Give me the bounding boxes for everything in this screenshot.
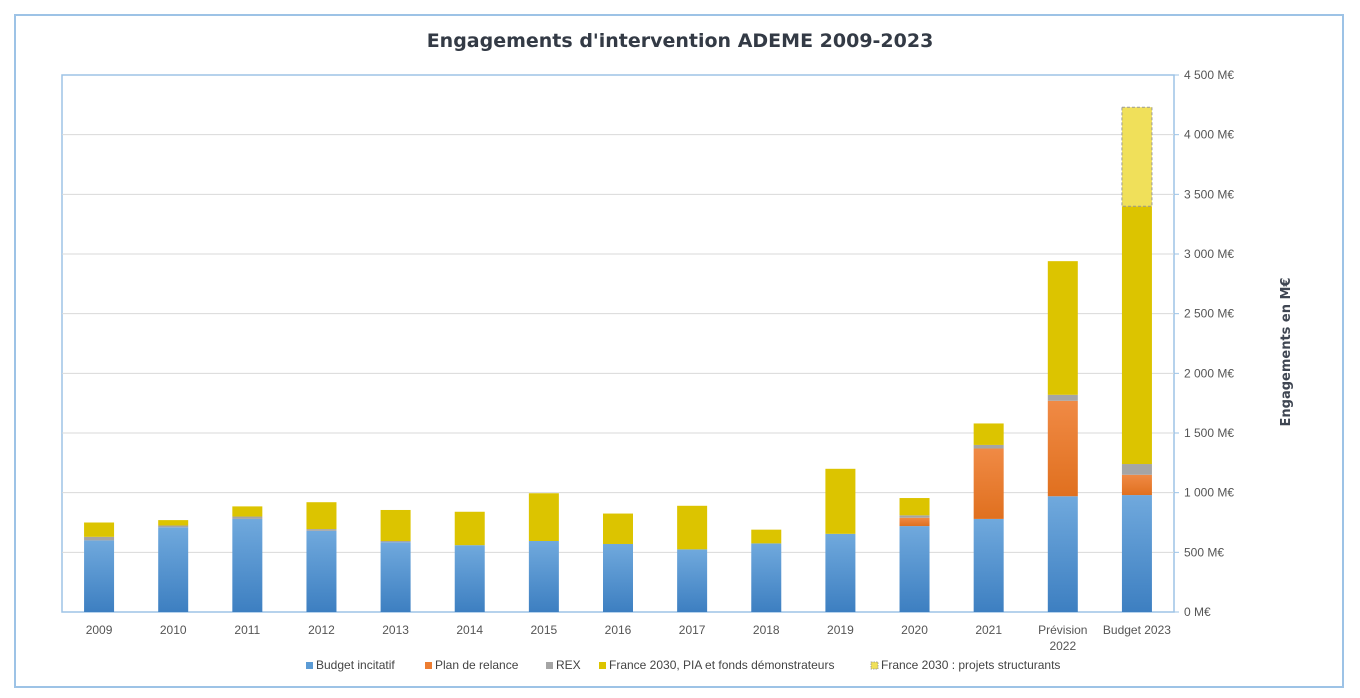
legend-label: France 2030, PIA et fonds démonstrateurs [609,658,834,672]
bar-segment [603,513,633,544]
bar-segment [84,540,115,612]
bar-segment [232,518,263,612]
y-tick-label: 2 000 M€ [1184,366,1234,380]
y-tick-label: 1 500 M€ [1184,426,1234,440]
bar-segment [899,515,930,518]
bar-segment [677,549,708,612]
x-tick-label: 2009 [86,623,113,637]
y-axis-ticks: 0 M€ 500 M€ 1 000 M€ 1 500 M€ 2 000 M€ 2 500 … [1174,68,1234,619]
legend-label: Plan de relance [435,658,519,672]
bar-segment [751,543,782,612]
bar-segment [158,520,189,526]
legend-swatch [870,661,879,670]
plot-area: 0 M€ 500 M€ 1 000 M€ 1 500 M€ 2 000 M€ 2 500 … [61,68,1234,653]
bar-segment [1047,394,1078,401]
legend-label: France 2030 : projets structurants [881,658,1060,672]
bar-segment [158,527,189,612]
x-tick-label: Budget 2023 [1103,623,1171,637]
chart-title: Engagements d'intervention ADEME 2009-20… [426,30,934,52]
x-axis-ticks: 2009 2010 2011 2012 2013 2014 2015 2016 2017 2018… [86,623,1172,653]
x-tick-label: 2010 [160,623,187,637]
y-tick-label: 2 500 M€ [1184,307,1234,321]
bar-segment [825,533,856,612]
x-tick-label: 2019 [827,623,854,637]
bar-segment [899,526,930,612]
y-tick-label: 1 000 M€ [1184,486,1234,500]
x-tick-label: 2012 [308,623,335,637]
bar-segment [380,509,411,541]
x-tick-label: 2020 [901,623,928,637]
bar-segment [454,511,485,546]
bar-segment [1047,400,1078,497]
legend-swatch [599,662,606,669]
bar-segment [973,423,1004,445]
bar-segment [84,536,115,541]
bars [84,106,1153,612]
x-tick-label: 2016 [605,623,632,637]
legend-swatch [425,662,432,669]
x-tick-label: 2014 [456,623,483,637]
x-tick-label: 2018 [753,623,780,637]
x-tick-label: 2011 [234,623,260,637]
bar-segment [380,540,411,543]
x-tick-label: Prévision 2022 [1038,623,1087,653]
y-tick-label: 3 000 M€ [1184,247,1234,261]
y-tick-label: 0 M€ [1184,605,1211,619]
legend-label: Budget incitatif [316,658,395,672]
legend-label: REX [556,658,581,672]
bar-segment [1121,464,1152,475]
bar-segment [1121,106,1153,207]
bar-segment [380,542,411,612]
legend: Budget incitatif Plan de relance REX France… [306,658,1060,672]
bar-segment [825,468,856,534]
bar-segment [232,506,263,517]
bar-segment [1121,495,1152,612]
bar-segment [603,543,633,612]
bar-segment [84,522,115,537]
bar-segment [899,517,930,527]
x-tick-label: 2015 [531,623,558,637]
bar-segment [454,545,485,612]
bar-segment [973,518,1004,612]
x-tick-label: 2013 [382,623,409,637]
bar-segment [306,530,337,612]
x-tick-label: 2017 [679,623,706,637]
y-tick-label: 500 M€ [1184,545,1224,559]
bar-segment [306,529,337,531]
legend-swatch [546,662,553,669]
bar-segment [973,444,1004,449]
bar-segment [1047,496,1078,612]
y-tick-label: 3 500 M€ [1184,187,1234,201]
y-axis-label: Engagements en M€ [1279,277,1294,426]
y-tick-label: 4 500 M€ [1184,68,1234,82]
bar-segment [751,529,782,544]
y-tick-label: 4 000 M€ [1184,128,1234,142]
legend-swatch [306,662,313,669]
bar-segment [232,516,263,519]
bar-segment [306,502,337,530]
x-tick-label: 2021 [975,623,1002,637]
bar-segment [158,525,189,528]
bar-segment [899,498,930,516]
bar-segment [528,540,559,612]
bar-segment [1121,474,1152,496]
bar-segment [973,448,1004,519]
bar-segment [1121,206,1152,465]
bar-segment [1047,261,1078,395]
bar-segment [677,505,708,550]
bar-segment [528,493,559,541]
